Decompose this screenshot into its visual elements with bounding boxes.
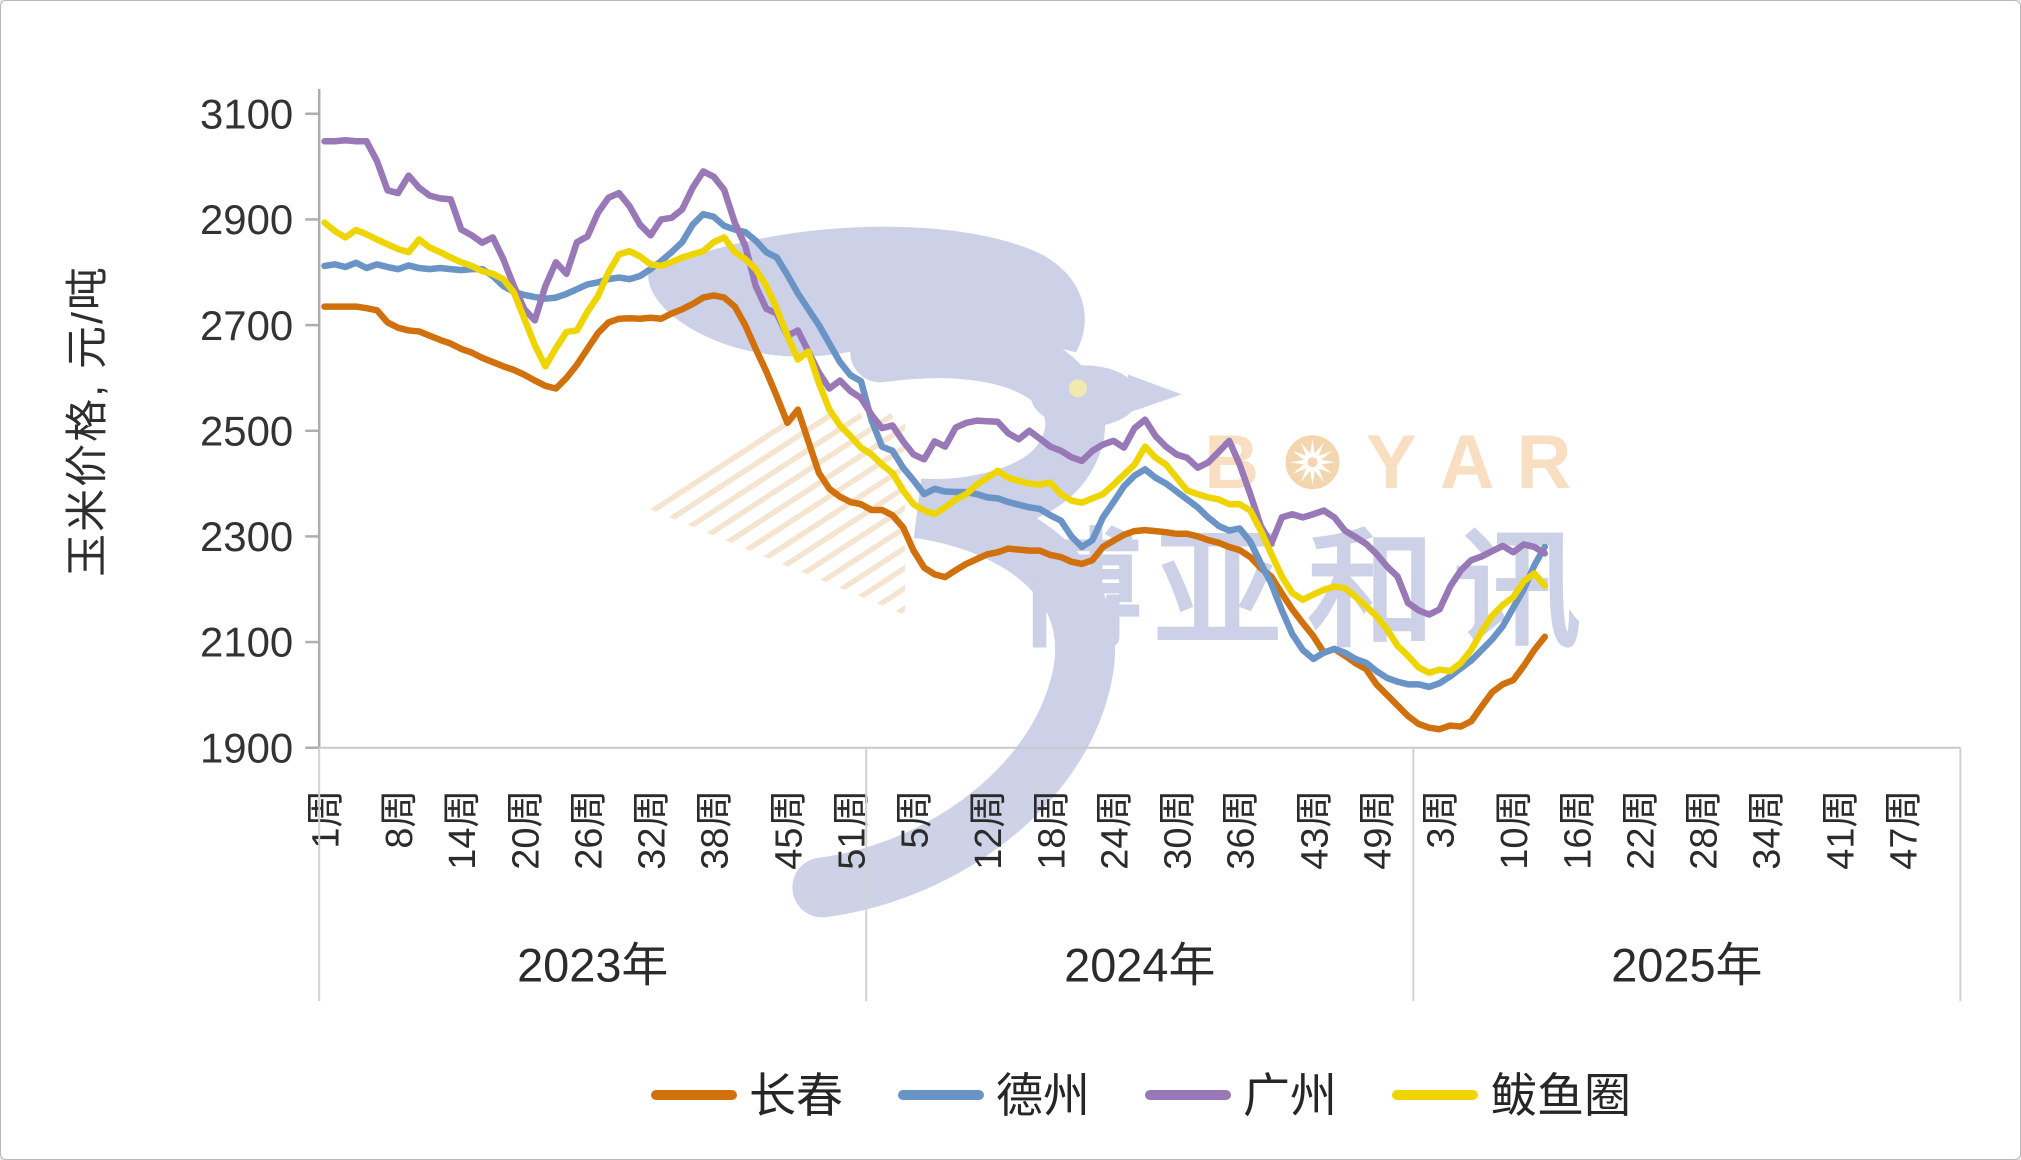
- y-tick-label: 1900: [200, 724, 293, 771]
- year-label: 2025年: [1611, 939, 1762, 991]
- y-tick-label: 2700: [200, 302, 293, 349]
- y-tick-label: 2900: [200, 196, 293, 243]
- legend-item-changchun: 长春: [651, 1072, 843, 1119]
- legend-swatch-dezhou-icon: [898, 1090, 984, 1100]
- y-tick-label: 2300: [200, 513, 293, 560]
- y-tick-label: 2500: [200, 407, 293, 454]
- week-tick-label: 30周: [1158, 790, 1200, 870]
- week-tick-label: 45周: [768, 790, 810, 870]
- svg-text:R: R: [1517, 420, 1572, 505]
- week-tick-label: 38周: [695, 790, 737, 870]
- week-tick-label: 22周: [1620, 790, 1662, 870]
- y-tick-label: 3100: [200, 90, 293, 137]
- week-tick-label: 47周: [1883, 790, 1925, 870]
- series-line-bayuquan: [321, 219, 1549, 676]
- series-line-dezhou: [321, 210, 1549, 691]
- legend-swatch-guangzhou-icon: [1145, 1090, 1231, 1100]
- week-tick-label: 32周: [632, 790, 674, 870]
- dove-eye-icon: [1068, 379, 1087, 398]
- week-tick-label: 5周: [895, 790, 937, 849]
- sun-icon: [1285, 435, 1340, 490]
- week-tick-label: 10周: [1494, 790, 1536, 870]
- week-tick-label: 43周: [1294, 790, 1336, 870]
- week-tick-label: 36周: [1221, 790, 1263, 870]
- y-tick-label: 2100: [200, 619, 293, 666]
- legend-label-guangzhou: 广州: [1243, 1068, 1337, 1122]
- year-label: 2023年: [517, 939, 668, 991]
- legend-item-guangzhou: 广州: [1145, 1072, 1337, 1119]
- week-tick-label: 49周: [1357, 790, 1399, 870]
- week-tick-label: 24周: [1094, 790, 1136, 870]
- dove-beak-icon: [1127, 374, 1182, 413]
- week-tick-label: 16周: [1557, 790, 1599, 870]
- axes: 3100 2900 2700 2500 2300 2100 1900 1周 8周 14周 20周 26…: [200, 88, 1962, 1002]
- svg-text:Y: Y: [1366, 420, 1417, 505]
- legend-label-changchun: 长春: [749, 1068, 843, 1122]
- week-tick-label: 41周: [1820, 790, 1862, 870]
- legend-label-dezhou: 德州: [996, 1068, 1090, 1122]
- series-line-guangzhou: [321, 137, 1549, 618]
- series-lines: [321, 137, 1549, 733]
- legend-item-dezhou: 德州: [898, 1072, 1090, 1119]
- svg-text:A: A: [1440, 420, 1495, 505]
- week-tick-label: 8周: [379, 790, 421, 849]
- week-tick-label: 12周: [968, 790, 1010, 870]
- legend: 长春 德州 广州 鲅鱼圈: [319, 1063, 1963, 1127]
- week-tick-label: 28周: [1684, 790, 1726, 870]
- year-label: 2024年: [1064, 939, 1215, 991]
- week-tick-label: 18周: [1031, 790, 1073, 870]
- week-tick-label: 14周: [442, 790, 484, 870]
- legend-label-bayuquan: 鲅鱼圈: [1490, 1068, 1631, 1122]
- week-tick-label: 3周: [1421, 790, 1463, 849]
- watermark: B Y A R博亚和讯: [560, 226, 1581, 918]
- week-tick-label: 34周: [1747, 790, 1789, 870]
- legend-swatch-bayuquan-icon: [1392, 1090, 1478, 1100]
- week-tick-label: 20周: [505, 790, 547, 870]
- week-tick-label: 26周: [568, 790, 610, 870]
- legend-item-bayuquan: 鲅鱼圈: [1392, 1072, 1631, 1119]
- legend-swatch-changchun-icon: [651, 1090, 737, 1100]
- dove-logo-icon: [648, 226, 1182, 918]
- week-tick-label: 1周: [305, 790, 347, 849]
